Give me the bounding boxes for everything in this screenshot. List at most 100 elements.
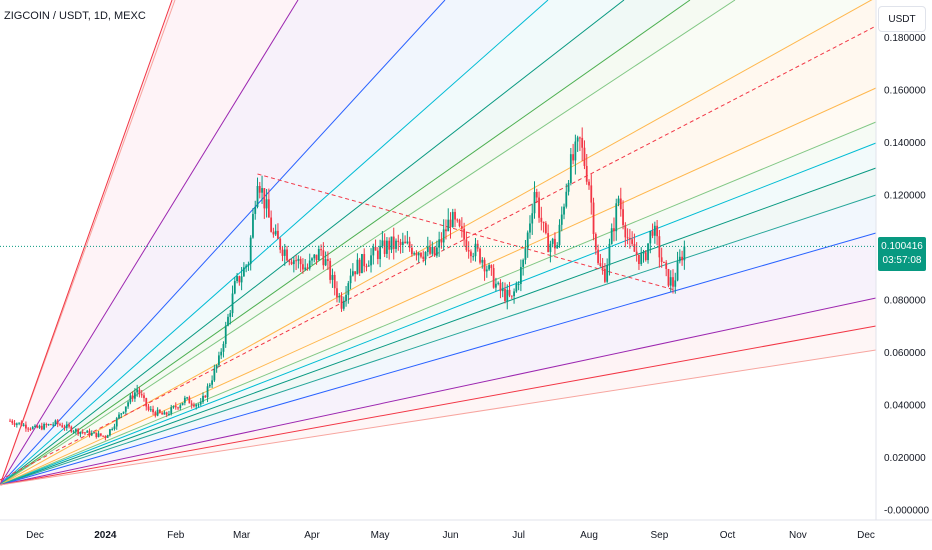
candle-body <box>379 245 382 260</box>
candle-body <box>628 237 631 240</box>
candle-body <box>508 289 511 296</box>
candle <box>558 219 561 248</box>
candle-body <box>558 224 561 246</box>
candle-body <box>188 397 191 404</box>
candle <box>170 404 173 416</box>
candle-body <box>43 423 45 430</box>
candle-body <box>145 398 148 407</box>
candle <box>506 284 509 310</box>
candle <box>395 238 397 253</box>
candle <box>231 285 234 317</box>
price-axis[interactable]: 0.160000 0.140000 0.120000 0.080000 0.060000… <box>875 0 929 520</box>
candle-body <box>374 246 377 251</box>
candle <box>90 430 93 437</box>
candle <box>449 212 452 239</box>
candle-body <box>329 260 332 280</box>
candle <box>472 252 475 261</box>
candle-body <box>113 426 116 430</box>
candle <box>179 403 182 411</box>
candle <box>302 258 304 274</box>
candle-body <box>399 242 402 246</box>
candle <box>202 392 204 404</box>
candle-body <box>515 284 518 292</box>
candle-body <box>538 197 540 218</box>
candle-body <box>140 394 143 396</box>
candle <box>517 281 520 291</box>
x-tick-label: Feb <box>167 530 185 541</box>
candle-body <box>417 252 420 256</box>
candle <box>177 406 179 411</box>
candle-body <box>433 247 436 256</box>
candle-body <box>411 247 413 255</box>
fan-line <box>0 349 877 486</box>
candle-body <box>115 418 118 427</box>
fan-line <box>0 0 691 486</box>
candle-body <box>65 424 68 428</box>
candle <box>622 200 624 230</box>
candle <box>649 230 652 254</box>
candle-body <box>13 423 16 425</box>
candle-body <box>499 282 502 292</box>
candle <box>388 237 391 260</box>
candle-body <box>138 389 141 395</box>
fan-line <box>0 0 736 486</box>
candle <box>109 428 111 437</box>
candle-body <box>215 365 218 369</box>
candle-body <box>109 429 111 436</box>
candle-body <box>104 436 107 438</box>
candle <box>154 410 157 418</box>
candle-body <box>492 268 495 288</box>
candle <box>97 430 100 438</box>
candle <box>338 293 341 303</box>
candle <box>499 279 502 299</box>
candle-body <box>529 223 531 233</box>
candle-body <box>488 265 490 270</box>
candle <box>533 181 536 219</box>
x-tick-label: Oct <box>720 530 736 541</box>
candle-body <box>277 230 279 239</box>
fan-line <box>0 232 877 486</box>
candle-body <box>170 407 173 414</box>
candle-body <box>624 225 627 238</box>
candle <box>349 268 352 290</box>
candle-body <box>422 256 425 259</box>
candle-body <box>308 260 311 269</box>
candle <box>93 431 95 434</box>
candle-body <box>376 250 379 260</box>
candle <box>456 218 459 223</box>
candle-body <box>31 426 34 430</box>
candle <box>74 428 77 435</box>
candle-body <box>683 246 686 261</box>
candle-body <box>315 254 318 261</box>
candle-body <box>663 261 665 263</box>
candle-body <box>413 253 416 255</box>
time-axis[interactable]: Dec 2024 Feb Mar Apr May Jun Jul Aug Sep Oct Nov Dec <box>0 519 932 541</box>
candle-body <box>233 281 236 294</box>
candle-body <box>603 268 606 282</box>
fan-line <box>0 0 549 486</box>
y-tick-label: 0.120000 <box>884 191 926 202</box>
candle-body <box>649 231 652 244</box>
candle-body <box>295 260 298 262</box>
currency-button[interactable]: USDT <box>878 6 926 32</box>
candle-body <box>345 294 347 302</box>
candle-body <box>658 236 661 258</box>
candle <box>460 217 463 238</box>
candle <box>474 237 477 262</box>
candle <box>20 420 23 427</box>
x-tick-label: May <box>371 530 390 541</box>
candle-body <box>281 249 284 256</box>
candle-body <box>415 253 418 256</box>
candle <box>272 227 275 238</box>
candle <box>115 416 118 430</box>
candle <box>588 179 590 190</box>
candle <box>40 422 43 431</box>
candle-body <box>274 230 277 235</box>
candle-body <box>540 217 543 222</box>
candle-body <box>131 395 134 399</box>
candle-body <box>338 295 341 298</box>
candle <box>556 242 559 249</box>
candle-body <box>49 424 52 426</box>
candle-body <box>426 246 429 253</box>
